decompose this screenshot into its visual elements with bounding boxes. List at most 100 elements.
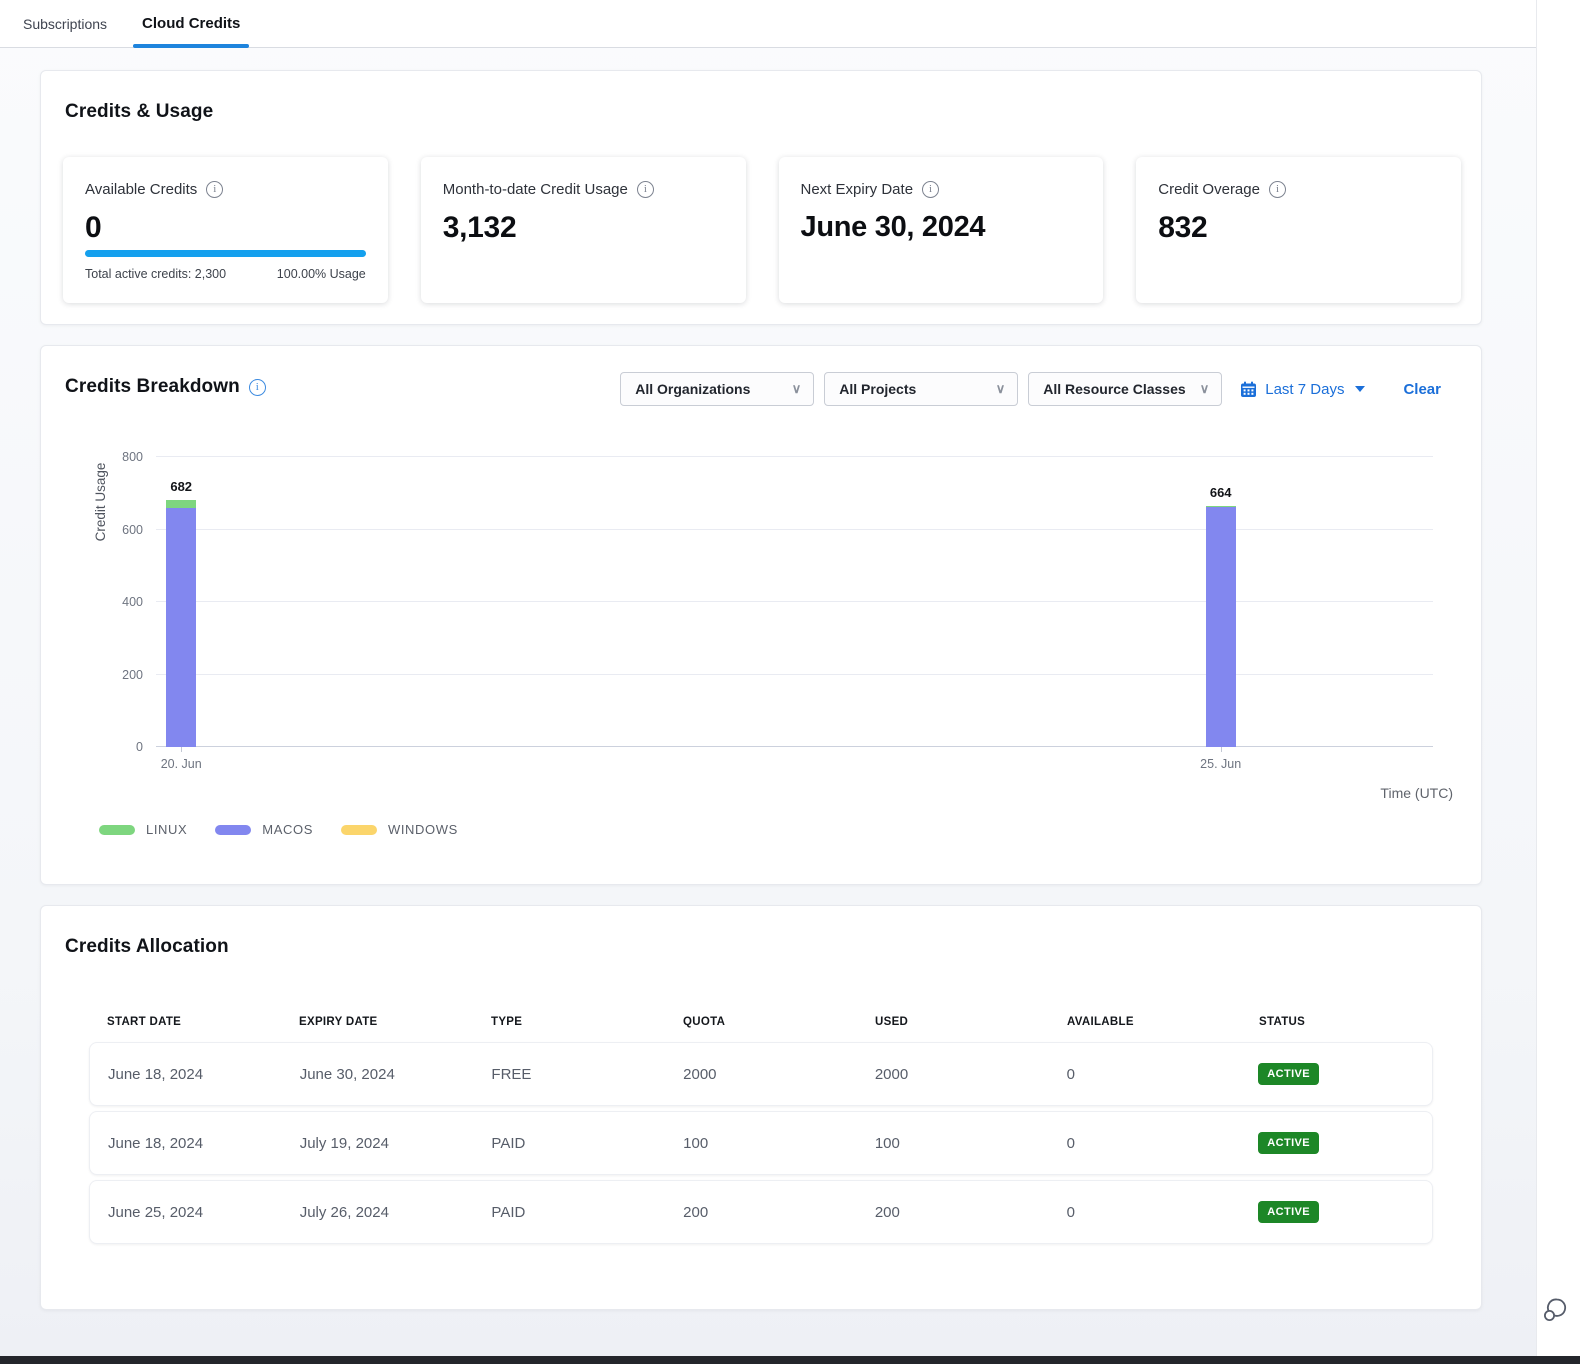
tab-cloud-credits[interactable]: Cloud Credits	[133, 0, 250, 48]
right-gutter	[1536, 0, 1580, 1364]
table-row: June 25, 2024 July 26, 2024 PAID 200 200…	[89, 1180, 1433, 1244]
mtd-usage-label-row: Month-to-date Credit Usage	[443, 181, 724, 198]
cell-quota: 2000	[683, 1065, 717, 1083]
organizations-select[interactable]: All Organizations ∨	[620, 372, 815, 406]
column-header-quota: QUOTA	[683, 1016, 726, 1028]
info-icon[interactable]	[206, 181, 224, 198]
credit-overage-label-row: Credit Overage	[1158, 181, 1439, 198]
legend-swatch-macos	[215, 824, 252, 835]
breakdown-filters: All Organizations ∨ All Projects ∨ All R…	[620, 372, 1441, 406]
legend-swatch-windows	[340, 824, 377, 835]
cell-start-date: June 18, 2024	[108, 1134, 204, 1152]
x-tick-label: 25. Jun	[1200, 757, 1242, 771]
y-tick-label: 200	[122, 667, 143, 682]
legend-label: LINUX	[146, 822, 188, 837]
cell-quota: 100	[683, 1134, 709, 1152]
date-range-picker[interactable]: Last 7 Days	[1240, 381, 1366, 398]
next-expiry-label: Next Expiry Date	[800, 181, 914, 198]
gridline	[156, 601, 1433, 602]
table-header-row: START DATE EXPIRY DATE TYPE QUOTA USED A…	[89, 1002, 1433, 1042]
usage-percent: 100.00% Usage	[276, 267, 366, 281]
projects-select[interactable]: All Projects ∨	[824, 372, 1019, 406]
organizations-select-value: All Organizations	[635, 381, 751, 397]
info-icon[interactable]	[636, 181, 654, 198]
cell-available: 0	[1066, 1203, 1075, 1221]
total-active-credits: Total active credits: 2,300	[85, 267, 227, 281]
tab-subscriptions[interactable]: Subscriptions	[23, 0, 107, 48]
y-axis-title: Credit Usage	[93, 462, 108, 542]
gridline	[156, 673, 1433, 675]
chart-legend: LINUX MACOS WINDOWS	[99, 822, 458, 837]
table-row: June 18, 2024 July 19, 2024 PAID 100 100…	[89, 1111, 1433, 1175]
resource-classes-select[interactable]: All Resource Classes ∨	[1028, 372, 1223, 406]
mtd-usage-label: Month-to-date Credit Usage	[442, 181, 628, 198]
stacked-bar: 682	[166, 479, 197, 747]
column-header-expiry-date: EXPIRY DATE	[299, 1016, 378, 1028]
bar-value-label: 682	[170, 478, 193, 494]
calendar-icon	[1241, 381, 1257, 397]
usage-progress-bar	[85, 250, 366, 257]
credits-allocation-table: START DATE EXPIRY DATE TYPE QUOTA USED A…	[89, 1002, 1433, 1249]
clear-filters-button[interactable]: Clear	[1403, 380, 1441, 398]
column-header-used: USED	[875, 1016, 909, 1028]
bottom-edge-bar	[0, 1356, 1580, 1364]
credits-breakdown-section: Credits Breakdown All Organizations ∨ Al…	[40, 345, 1482, 885]
legend-item-linux[interactable]: LINUX	[99, 822, 187, 837]
credit-overage-card: Credit Overage 832	[1136, 157, 1461, 303]
next-expiry-value: June 30, 2024	[800, 211, 986, 243]
cell-expiry-date: July 26, 2024	[299, 1203, 389, 1221]
info-icon[interactable]	[1268, 181, 1286, 198]
available-credits-label: Available Credits	[85, 181, 198, 198]
stacked-bar: 664	[1205, 485, 1236, 747]
support-chat-button[interactable]	[1538, 1292, 1574, 1328]
usage-progress-fill	[85, 250, 366, 257]
cell-start-date: June 25, 2024	[108, 1203, 204, 1221]
column-header-status: STATUS	[1259, 1016, 1306, 1028]
x-tick	[1220, 747, 1222, 752]
cell-available: 0	[1066, 1065, 1075, 1083]
cell-quota: 200	[683, 1203, 709, 1221]
chat-bubbles-icon	[1544, 1298, 1567, 1321]
credits-usage-section: Credits & Usage Available Credits 0 Tota…	[40, 70, 1482, 325]
caret-down-icon	[1355, 386, 1366, 392]
credits-allocation-section: Credits Allocation START DATE EXPIRY DAT…	[40, 905, 1482, 1310]
metric-cards-row: Available Credits 0 Total active credits…	[63, 157, 1461, 303]
credits-breakdown-title: Credits Breakdown	[65, 376, 240, 397]
status-badge: ACTIVE	[1258, 1201, 1320, 1223]
cell-type: PAID	[491, 1134, 526, 1152]
tab-subscriptions-label: Subscriptions	[23, 15, 108, 32]
credits-usage-title: Credits & Usage	[65, 101, 214, 122]
column-header-available: AVAILABLE	[1067, 1016, 1134, 1028]
bar-segment-linux	[166, 499, 197, 509]
x-tick-label: 20. Jun	[160, 757, 202, 771]
gridline	[156, 528, 1433, 530]
gridline	[156, 456, 1433, 457]
mtd-usage-value: 3,132	[442, 211, 517, 244]
x-tick	[181, 747, 183, 752]
chevron-down-icon: ∨	[791, 381, 802, 396]
tab-cloud-credits-label: Cloud Credits	[142, 15, 241, 32]
legend-item-macos[interactable]: MACOS	[215, 822, 313, 837]
cell-type: PAID	[491, 1203, 526, 1221]
chevron-down-icon: ∨	[1199, 381, 1210, 396]
bar-segment-macos	[166, 508, 197, 747]
cell-status: ACTIVE	[1240, 1132, 1432, 1154]
credit-overage-value: 832	[1158, 211, 1208, 244]
active-tab-indicator	[133, 44, 250, 48]
chevron-down-icon: ∨	[995, 381, 1006, 396]
available-credits-card: Available Credits 0 Total active credits…	[63, 157, 388, 303]
cell-expiry-date: July 19, 2024	[299, 1134, 389, 1152]
bar-segment-linux	[1205, 506, 1236, 508]
cell-type: FREE	[491, 1065, 532, 1083]
mtd-usage-card: Month-to-date Credit Usage 3,132	[420, 157, 746, 303]
legend-item-windows[interactable]: WINDOWS	[340, 822, 458, 837]
cell-used: 2000	[874, 1065, 909, 1083]
tab-bar: Subscriptions Cloud Credits	[0, 0, 1536, 48]
projects-select-value: All Projects	[839, 381, 917, 397]
available-credits-value: 0	[85, 211, 102, 244]
legend-swatch-linux	[99, 824, 135, 835]
available-credits-label-row: Available Credits	[85, 181, 366, 198]
status-badge: ACTIVE	[1258, 1132, 1320, 1154]
info-icon[interactable]	[248, 378, 266, 396]
info-icon[interactable]	[922, 181, 940, 198]
